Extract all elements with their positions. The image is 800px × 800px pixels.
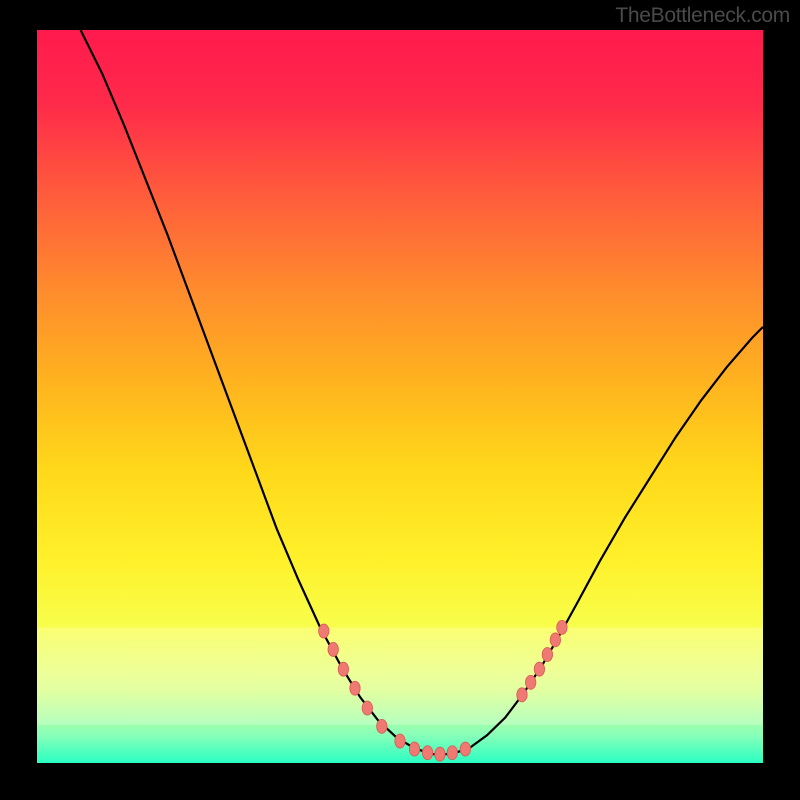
marker-bottom	[422, 746, 432, 760]
marker-right	[525, 675, 535, 689]
marker-left	[395, 734, 405, 748]
marker-bottom	[435, 747, 445, 761]
marker-left	[338, 662, 348, 676]
marker-left	[362, 701, 372, 715]
marker-right	[534, 662, 544, 676]
marker-left	[328, 642, 338, 656]
chart-container: TheBottleneck.com	[0, 0, 800, 800]
valley-chart-svg	[0, 0, 800, 800]
marker-bottom	[409, 742, 419, 756]
watermark-text: TheBottleneck.com	[615, 4, 790, 28]
marker-bottom	[460, 742, 470, 756]
chart-pale-band	[37, 627, 763, 724]
marker-bottom	[447, 746, 457, 760]
marker-left	[350, 681, 360, 695]
marker-right	[517, 688, 527, 702]
marker-right	[542, 648, 552, 662]
marker-left	[319, 624, 329, 638]
marker-right	[550, 633, 560, 647]
marker-right	[557, 620, 567, 634]
marker-left	[377, 719, 387, 733]
